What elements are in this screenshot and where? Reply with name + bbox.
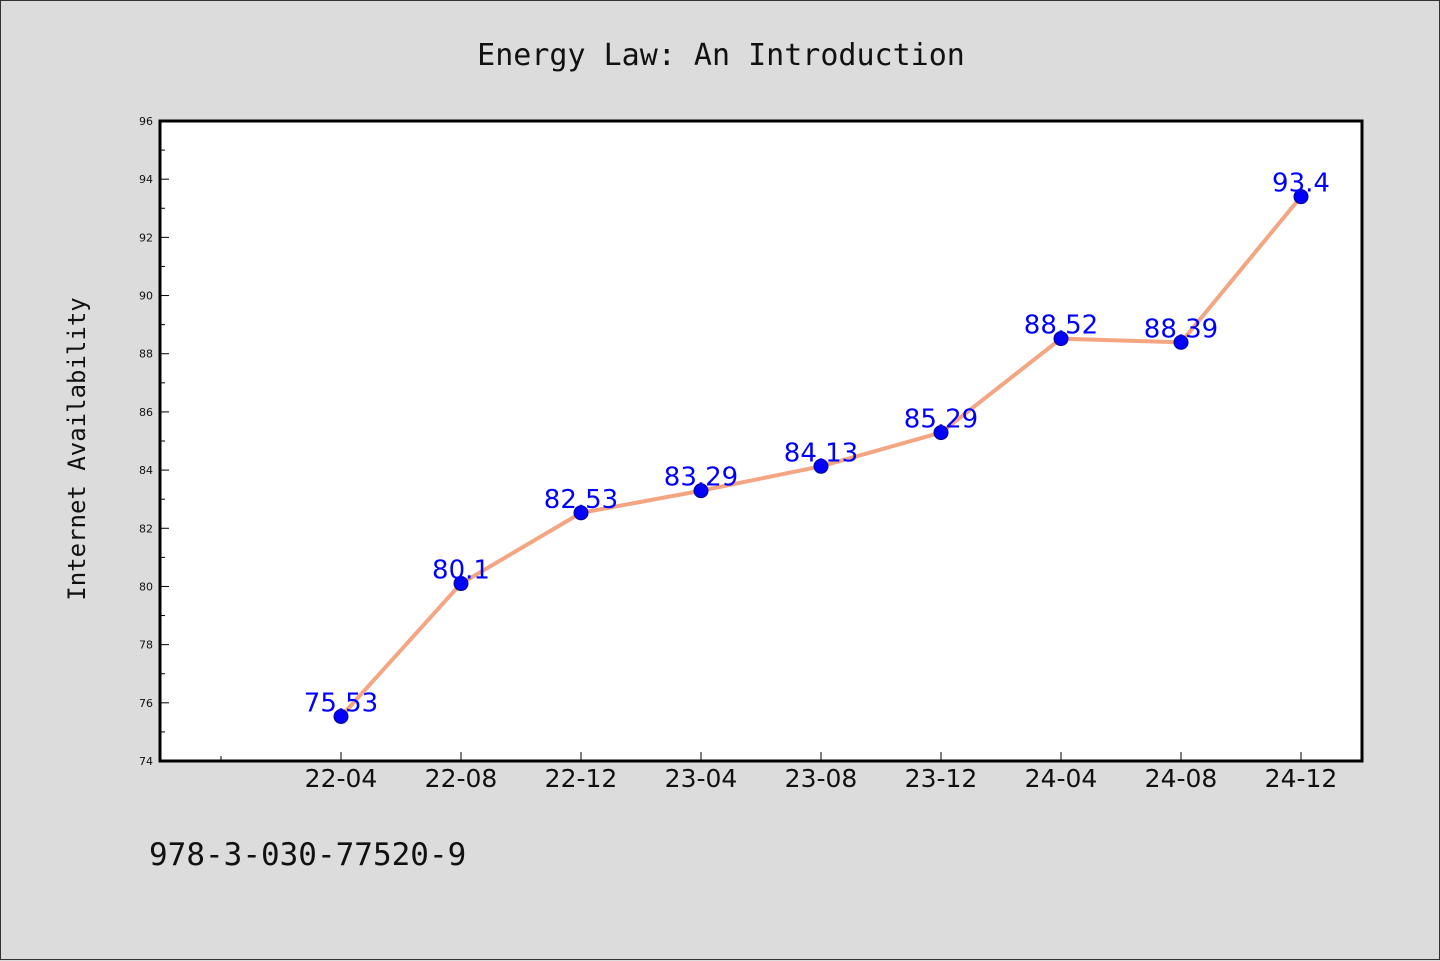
y-axis: 74 76 78 80 82 84 86 88 90 92 94 96 xyxy=(139,115,169,768)
x-tick-label: 23-12 xyxy=(905,764,978,793)
data-point xyxy=(693,483,709,499)
y-axis-label: Internet Availability xyxy=(63,297,91,600)
x-tick-label: 23-08 xyxy=(785,764,858,793)
x-tick-label: 24-04 xyxy=(1025,764,1098,793)
x-tick-label: 22-04 xyxy=(305,764,378,793)
data-label: 88.52 xyxy=(1024,311,1098,341)
data-label: 75.53 xyxy=(304,688,378,718)
data-point xyxy=(1173,334,1189,350)
y-tick-label: 78 xyxy=(139,639,153,652)
y-tick-label: 80 xyxy=(139,580,153,593)
data-point xyxy=(933,425,949,441)
data-point xyxy=(1053,331,1069,347)
data-point xyxy=(453,576,469,592)
y-tick-label: 74 xyxy=(139,755,153,768)
data-label: 88.39 xyxy=(1144,314,1218,344)
y-tick-label: 92 xyxy=(139,231,153,244)
isbn-number: 978-3-030-77520-9 xyxy=(149,837,466,873)
x-tick-label: 24-12 xyxy=(1265,764,1338,793)
data-label: 84.13 xyxy=(784,438,858,468)
x-tick-label: 23-04 xyxy=(665,764,738,793)
series-layer xyxy=(333,189,1309,724)
data-label: 83.29 xyxy=(664,463,738,493)
data-labels: 75.53 80.1 82.53 83.29 84.13 85.29 88.52 88.39 9… xyxy=(304,169,1330,719)
y-tick-label: 76 xyxy=(139,697,153,710)
y-tick-label: 94 xyxy=(139,173,153,186)
data-label: 82.53 xyxy=(544,485,618,515)
plot-area xyxy=(158,119,1364,763)
y-tick-label: 84 xyxy=(139,464,153,477)
chart-title: Energy Law: An Introduction xyxy=(477,38,965,73)
x-tick-label: 24-08 xyxy=(1145,764,1218,793)
data-label: 80.1 xyxy=(432,556,490,586)
y-tick-label: 82 xyxy=(139,522,153,535)
y-tick-label: 96 xyxy=(139,115,153,128)
y-tick-label: 86 xyxy=(139,406,153,419)
data-point xyxy=(1293,189,1309,205)
x-axis: 22-04 22-08 22-12 23-04 23-08 23-12 24-04 24-08… xyxy=(220,752,1338,793)
data-point xyxy=(333,708,349,724)
data-label: 93.4 xyxy=(1272,169,1330,199)
data-point xyxy=(813,458,829,474)
data-point xyxy=(573,505,589,521)
y-tick-label: 88 xyxy=(139,348,153,361)
x-tick-label: 22-08 xyxy=(425,764,498,793)
data-label: 85.29 xyxy=(904,405,978,435)
x-tick-label: 22-12 xyxy=(545,764,618,793)
y-tick-label: 90 xyxy=(139,290,153,303)
